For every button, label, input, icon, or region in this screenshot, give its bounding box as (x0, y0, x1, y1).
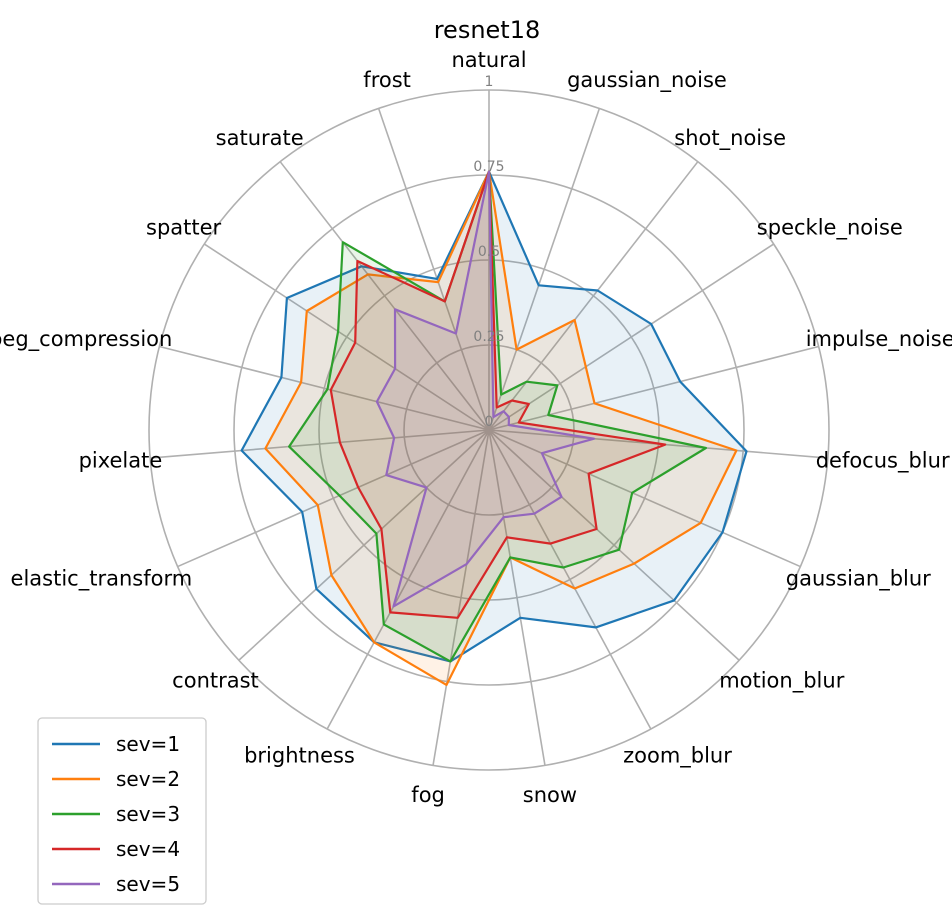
legend-label-3: sev=3 (116, 802, 180, 826)
category-label-snow: snow (523, 783, 577, 807)
radar-grid (148, 89, 830, 771)
category-label-fog: fog (411, 783, 445, 807)
r-tick-label-0: 0 (485, 414, 494, 430)
legend-label-1: sev=1 (116, 732, 180, 756)
spoke-elastic_transform (177, 429, 490, 568)
r-tick-label-4: 1 (485, 74, 494, 90)
category-label-shot_noise: shot_noise (674, 126, 786, 151)
spoke-shot_noise (488, 161, 699, 431)
spoke-fog (432, 429, 490, 766)
spoke-spatter (203, 243, 490, 431)
spoke-frost (377, 108, 490, 431)
category-label-zoom_blur: zoom_blur (623, 743, 732, 768)
spoke-gaussian_noise (488, 108, 601, 431)
r-tick-label-3: 0.75 (473, 159, 504, 175)
spoke-speckle_noise (488, 243, 775, 431)
category-label-contrast: contrast (172, 669, 259, 693)
spoke-jpeg_compression (159, 345, 490, 431)
legend-box (37, 717, 207, 905)
series-line-1 (240, 170, 748, 663)
series-line-5 (375, 170, 596, 608)
r-tick-label-1: 0.25 (473, 329, 504, 345)
series-line-2 (264, 170, 738, 687)
category-label-natural: natural (451, 48, 526, 72)
series-layer (240, 170, 748, 687)
series-fill-2 (265, 171, 737, 685)
spoke-brightness (326, 429, 490, 730)
spoke-zoom_blur (488, 429, 652, 730)
r-tick-label-2: 0.5 (478, 244, 500, 260)
category-label-pixelate: pixelate (79, 449, 163, 473)
chart-title: resnet18 (434, 16, 541, 44)
series-line-4 (329, 170, 667, 619)
category-label-defocus_blur: defocus_blur (816, 449, 950, 474)
legend-label-5: sev=5 (116, 872, 180, 896)
series-fill-5 (376, 171, 594, 607)
category-label-impulse_noise: impulse_noise (806, 327, 952, 352)
category-label-gaussian_blur: gaussian_blur (786, 567, 931, 592)
spoke-motion_blur (488, 429, 740, 661)
category-label-speckle_noise: speckle_noise (757, 216, 903, 241)
category-label-spatter: spatter (146, 216, 222, 240)
category-label-elastic_transform: elastic_transform (11, 567, 193, 592)
spoke-impulse_noise (488, 345, 819, 431)
radial-tick-labels: 0 0.25 0.5 0.75 1 (473, 74, 504, 430)
category-label-motion_blur: motion_blur (719, 669, 845, 694)
spoke-snow (488, 429, 546, 766)
category-labels: natural gaussian_noise shot_noise speckle_n… (0, 48, 952, 807)
spoke-contrast (238, 429, 490, 661)
spoke-pixelate (150, 429, 490, 459)
series-fill-3 (289, 171, 706, 662)
spoke-saturate (279, 161, 490, 431)
category-label-frost: frost (363, 68, 411, 92)
category-label-saturate: saturate (216, 126, 304, 150)
legend-label-2: sev=2 (116, 767, 180, 791)
category-label-jpeg_compression: jpeg_compression (0, 327, 172, 352)
legend: sev=1 sev=2 sev=3 sev=4 sev=5 (37, 717, 207, 905)
series-fill-4 (330, 171, 666, 618)
series-line-3 (288, 170, 708, 663)
category-label-brightness: brightness (244, 743, 355, 767)
category-label-gaussian_noise: gaussian_noise (567, 68, 727, 93)
legend-label-4: sev=4 (116, 837, 180, 861)
